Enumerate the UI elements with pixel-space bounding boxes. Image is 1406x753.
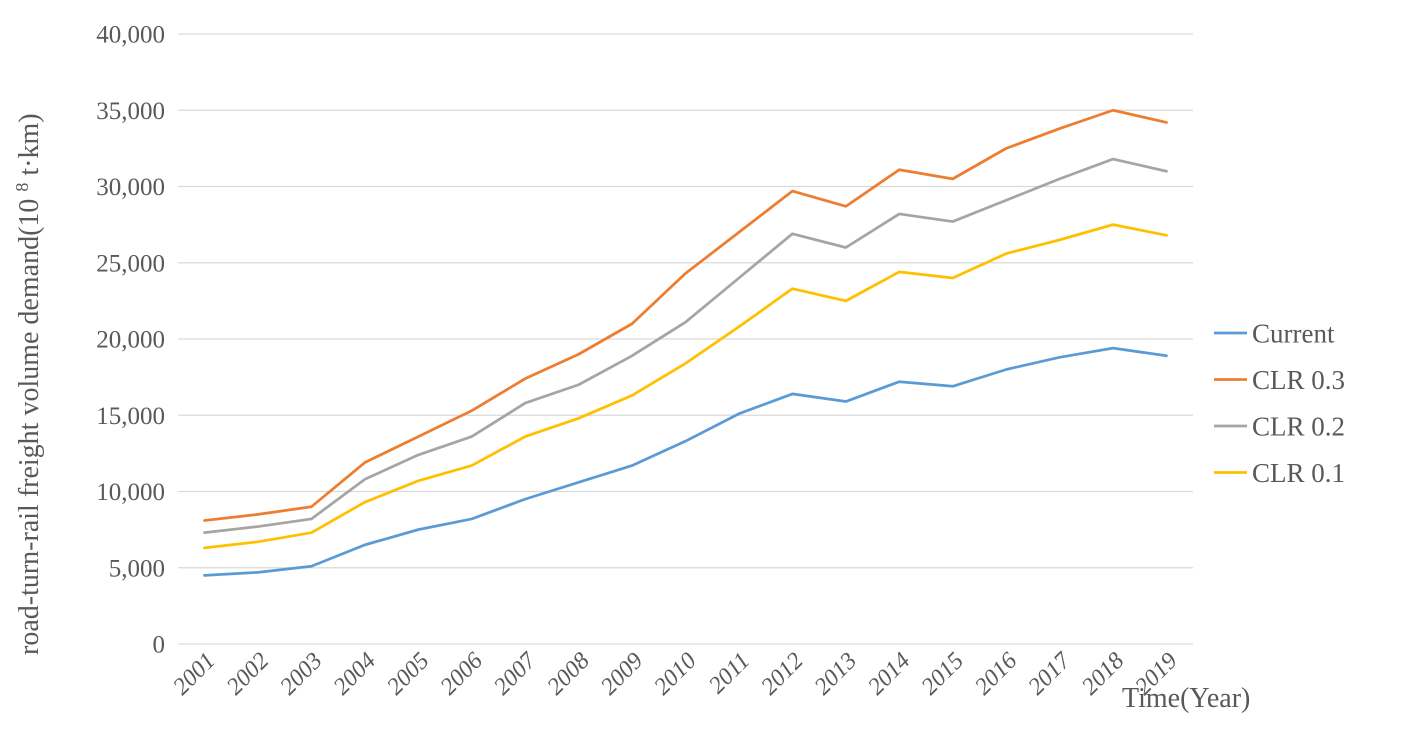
x-tick-label: 2007 <box>489 647 542 700</box>
legend-label: CLR 0.1 <box>1252 458 1345 488</box>
x-tick-label: 2010 <box>649 648 701 700</box>
x-tick-label: 2004 <box>329 648 381 700</box>
x-tick-label: 2005 <box>382 648 434 700</box>
legend-label: Current <box>1252 319 1335 349</box>
gridlines <box>178 33 1193 645</box>
x-tick-label: 2017 <box>1024 647 1077 700</box>
legend-item: CLR 0.3 <box>1214 365 1345 395</box>
series-lines <box>203 108 1168 577</box>
series-line-clr-0-3 <box>203 108 1168 522</box>
x-tick-label: 2002 <box>222 648 274 700</box>
y-axis-tick-labels: 0 5,000 10,000 15,000 20,000 25,000 30,000 35,0… <box>96 22 165 659</box>
x-tick-label: 2014 <box>863 648 915 700</box>
x-tick-label: 2008 <box>543 648 595 700</box>
x-tick-label: 2013 <box>810 648 862 700</box>
x-tick-label: 2006 <box>436 648 488 700</box>
y-tick-label: 25,000 <box>96 250 165 277</box>
legend-label: CLR 0.3 <box>1252 365 1345 395</box>
x-tick-label: 2009 <box>596 648 648 700</box>
y-tick-label: 40,000 <box>96 22 165 49</box>
x-tick-label: 2015 <box>917 648 969 700</box>
legend: Current CLR 0.3 CLR 0.2 CLR 0.1 <box>1214 319 1345 488</box>
x-tick-label: 2012 <box>756 648 808 700</box>
series-line-current <box>203 346 1168 577</box>
y-tick-label: 30,000 <box>96 174 165 201</box>
x-axis-title: Time(Year) <box>1122 683 1250 714</box>
x-tick-label: 2016 <box>970 648 1022 700</box>
y-axis-title: road-turn-rail freight volume demand(10 … <box>4 113 45 655</box>
y-tick-label: 15,000 <box>96 403 165 430</box>
y-tick-label: 5,000 <box>109 555 165 582</box>
x-tick-label: 2003 <box>275 648 327 700</box>
series-line-clr-0-2 <box>203 157 1168 535</box>
y-tick-label: 10,000 <box>96 479 165 506</box>
legend-item: Current <box>1214 319 1335 349</box>
legend-label: CLR 0.2 <box>1252 412 1345 442</box>
legend-item: CLR 0.2 <box>1214 412 1345 442</box>
x-tick-label: 2011 <box>704 648 755 699</box>
legend-item: CLR 0.1 <box>1214 458 1345 488</box>
series-line-clr-0-1 <box>203 223 1168 550</box>
y-tick-label: 0 <box>153 632 166 659</box>
x-tick-label: 2001 <box>168 648 220 700</box>
y-tick-label: 20,000 <box>96 327 165 354</box>
y-tick-label: 35,000 <box>96 98 165 125</box>
x-axis-tick-labels: 2001 2002 2003 2004 2005 2006 2007 2008 2009 2010… <box>168 647 1182 700</box>
